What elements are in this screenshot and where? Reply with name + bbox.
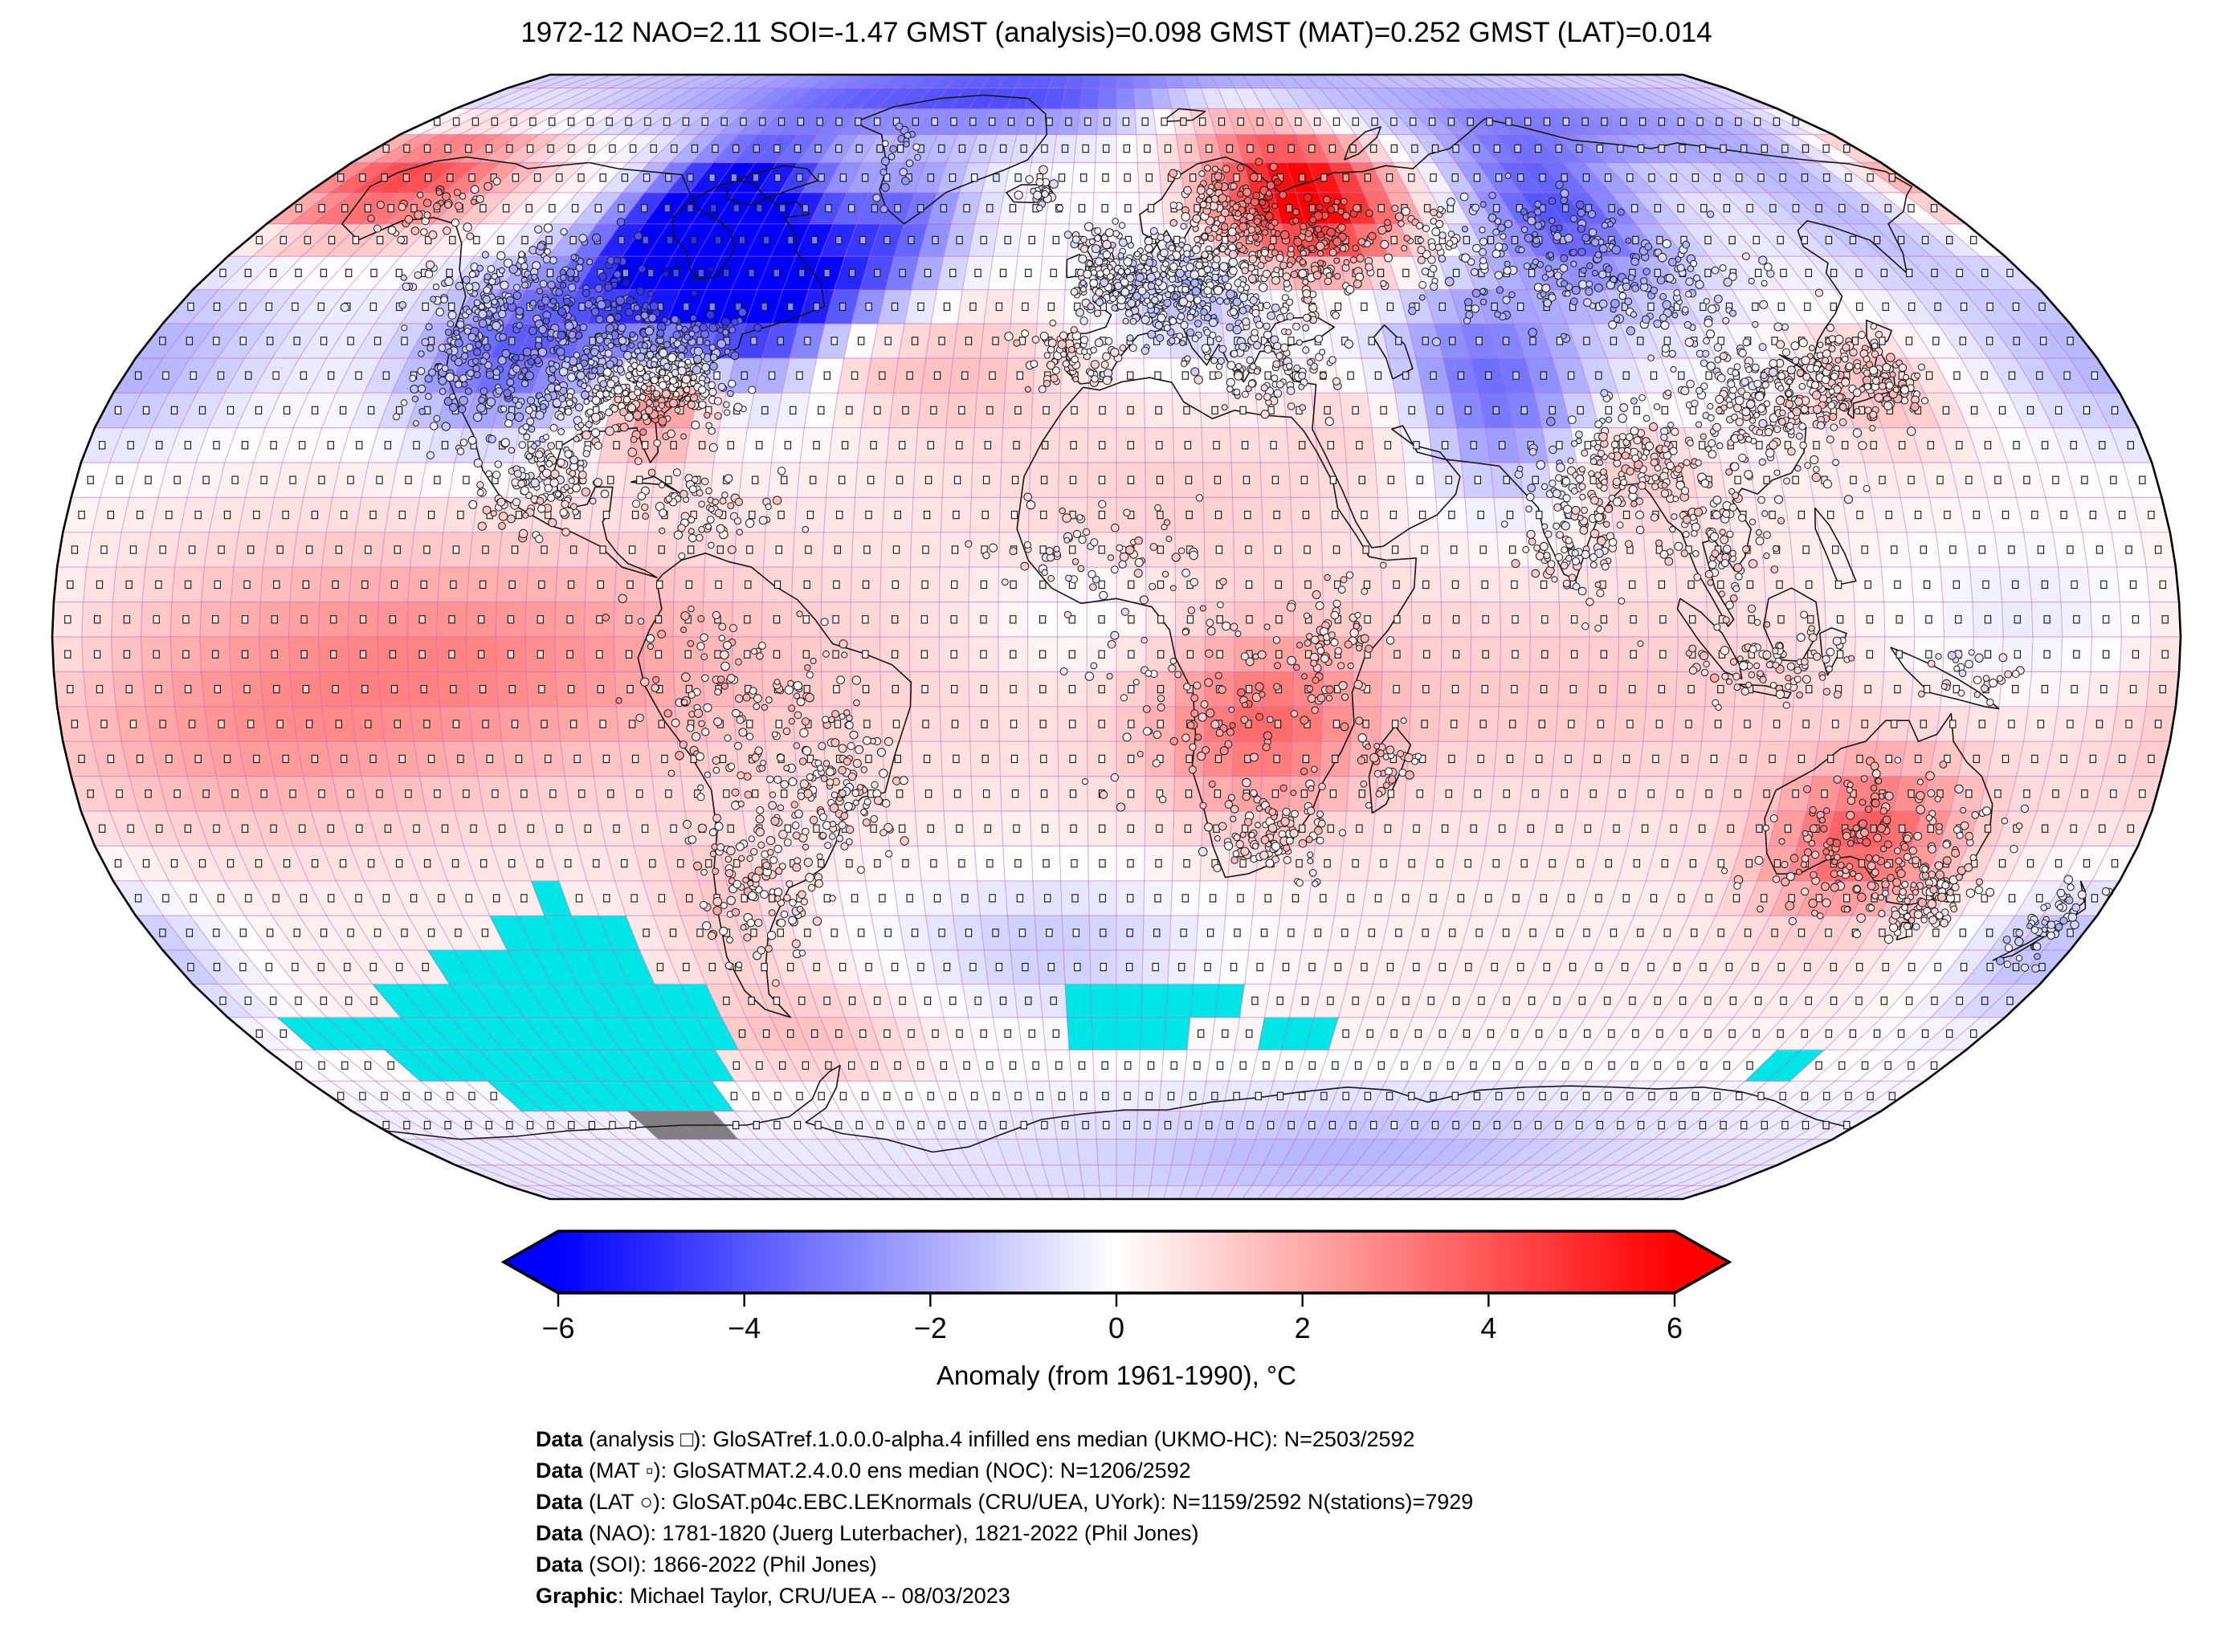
credit-bold: Data bbox=[536, 1427, 584, 1451]
credit-text: (LAT ○): GloSAT.p04c.EBC.LEKnormals (CRU… bbox=[583, 1490, 1474, 1514]
figure-title: 1972-12 NAO=2.11 SOI=-1.47 GMST (analysi… bbox=[520, 17, 1712, 48]
credit-bold: Data bbox=[536, 1458, 584, 1483]
credit-text: : Michael Taylor, CRU/UEA -- 08/03/2023 bbox=[618, 1584, 1010, 1608]
data-credits: Data (analysis □): GloSATref.1.0.0.0-alp… bbox=[536, 1427, 1473, 1608]
credit-text: (SOI): 1866-2022 (Phil Jones) bbox=[583, 1552, 877, 1577]
credit-bold: Data bbox=[536, 1490, 584, 1514]
credit-text: (NAO): 1781-1820 (Juerg Luterbacher), 18… bbox=[583, 1521, 1199, 1545]
credit-text: (analysis □): GloSATref.1.0.0.0-alpha.4 … bbox=[583, 1427, 1415, 1451]
credit-text: (MAT ▫): GloSATMAT.2.4.0.0 ens median (N… bbox=[583, 1458, 1191, 1483]
credit-bold: Data bbox=[536, 1521, 584, 1545]
credit-bold: Data bbox=[536, 1552, 584, 1577]
colorbar-label: Anomaly (from 1961-1990), °C bbox=[937, 1360, 1296, 1390]
map-outline bbox=[51, 73, 2182, 1201]
station-circle-markers bbox=[340, 122, 2114, 987]
colorbar: −6 −4 −2 0 2 4 6 bbox=[500, 1230, 1732, 1344]
credit-bold: Graphic bbox=[536, 1584, 618, 1608]
